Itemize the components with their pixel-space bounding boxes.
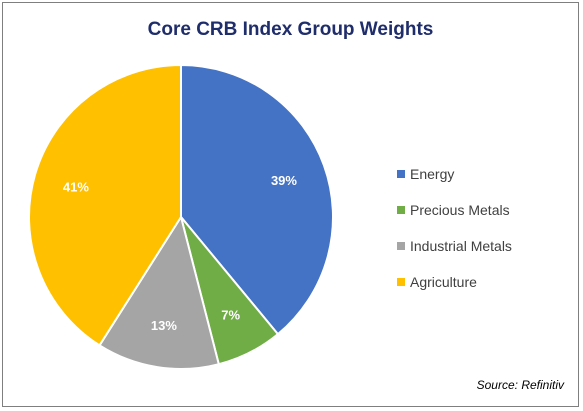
- pie-chart: 39% 7% 13% 41%: [28, 63, 334, 370]
- legend-item-agriculture: Agriculture: [397, 264, 512, 300]
- pie-slice-industrial-metals: [98, 214, 221, 370]
- chart-legend: Energy Precious Metals Industrial Metals…: [397, 156, 512, 300]
- legend-item-industrial-metals: Industrial Metals: [397, 228, 512, 264]
- chart-frame: Core CRB Index Group Weights 39% 7% 13% 41%…: [2, 2, 579, 407]
- source-note: Source: Refinitiv: [476, 378, 564, 392]
- legend-swatch-energy: [397, 170, 405, 178]
- legend-swatch-agriculture: [397, 278, 405, 286]
- legend-item-energy: Energy: [397, 156, 512, 192]
- legend-swatch-industrial-metals: [397, 242, 405, 250]
- legend-swatch-precious-metals: [397, 206, 405, 214]
- legend-label-energy: Energy: [410, 166, 455, 182]
- legend-label-industrial-metals: Industrial Metals: [410, 238, 512, 254]
- legend-label-precious-metals: Precious Metals: [410, 202, 510, 218]
- slice-label-industrial-metals: 13%: [151, 318, 177, 333]
- chart-title: Core CRB Index Group Weights: [147, 19, 434, 40]
- legend-item-precious-metals: Precious Metals: [397, 192, 512, 228]
- pie-slice-energy: [180, 63, 334, 336]
- slice-label-agriculture: 41%: [63, 179, 89, 194]
- slice-label-precious-metals: 7%: [221, 308, 240, 323]
- pie-slice-agriculture: [28, 63, 182, 347]
- slice-label-energy: 39%: [271, 173, 297, 188]
- legend-label-agriculture: Agriculture: [410, 274, 477, 290]
